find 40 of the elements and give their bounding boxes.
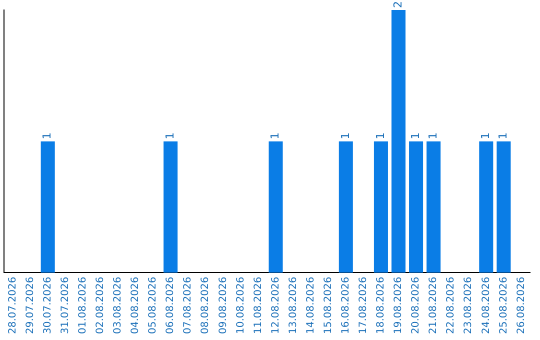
x-tick-label: 21.08.2026: [428, 276, 440, 334]
x-tick-label: 19.08.2026: [393, 276, 404, 334]
x-tick-label: 06.08.2026: [165, 276, 176, 334]
x-tick-label: 31.07.2026: [60, 276, 71, 334]
x-tick-label: 09.08.2026: [218, 276, 229, 334]
x-tick-label: 26.08.2026: [516, 276, 527, 334]
x-tick-label: 22.08.2026: [446, 276, 457, 334]
x-tick-label: 14.08.2026: [305, 276, 316, 334]
data-label: 1: [479, 132, 492, 140]
x-tick-label: 13.08.2026: [288, 276, 299, 334]
x-tick-label: 03.08.2026: [112, 276, 124, 334]
x-tick-label: 11.08.2026: [252, 276, 264, 334]
data-label: 1: [496, 132, 510, 140]
x-tick-label: 10.08.2026: [235, 276, 246, 334]
data-label: 1: [426, 132, 440, 140]
data-label: 1: [374, 132, 387, 140]
x-tick-label: 12.08.2026: [270, 276, 282, 334]
x-tick-label: 08.08.2026: [200, 276, 212, 334]
x-tick-label: 16.08.2026: [340, 276, 352, 334]
data-label: 1: [163, 132, 176, 140]
data-label: 1: [408, 132, 422, 140]
x-tick-label: 20.08.2026: [410, 276, 422, 334]
data-label: 1: [268, 132, 282, 140]
x-tick-label: 29.07.2026: [24, 276, 36, 334]
x-tick-label: 02.08.2026: [95, 276, 106, 334]
data-label: 1: [40, 132, 54, 140]
x-tick-label: 15.08.2026: [322, 276, 334, 334]
x-tick-label: 05.08.2026: [148, 276, 159, 334]
x-tick-label: 28.07.2026: [7, 276, 18, 334]
data-label: 1: [338, 132, 352, 140]
data-label: 2: [391, 1, 404, 8]
x-tick-label: 01.08.2026: [77, 276, 88, 334]
x-tick-label: 25.08.2026: [498, 276, 510, 334]
x-tick-label: 04.08.2026: [130, 276, 142, 334]
x-tick-label: 30.07.2026: [42, 276, 54, 334]
x-tick-label: 17.08.2026: [358, 276, 370, 334]
x-tick-label: 18.08.2026: [376, 276, 387, 334]
x-tick-label: 24.08.2026: [480, 276, 492, 334]
x-tick-label: 23.08.2026: [463, 276, 474, 334]
x-tick-label: 07.08.2026: [182, 276, 194, 334]
